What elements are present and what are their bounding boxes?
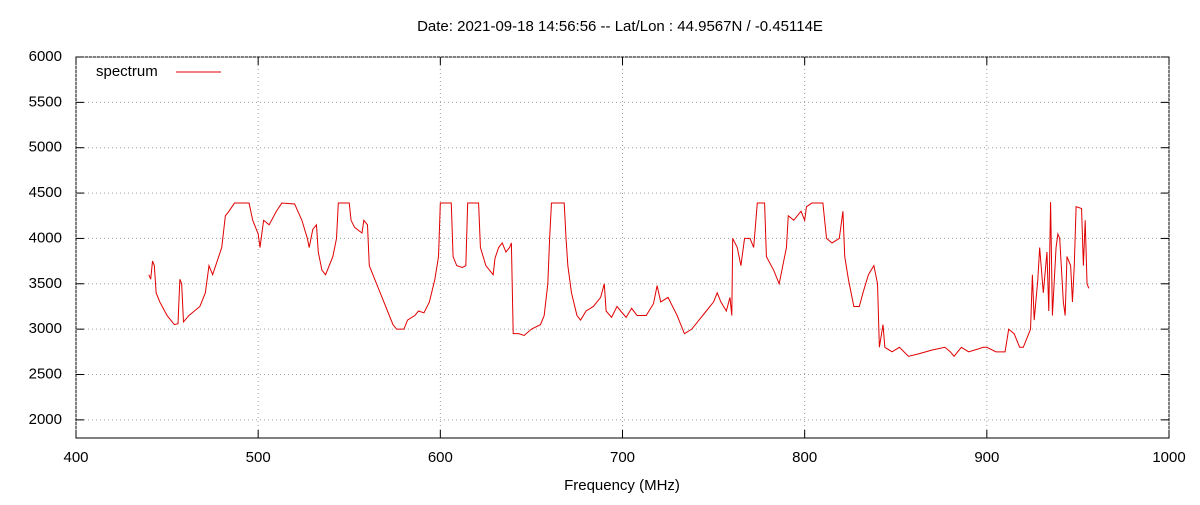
y-tick-label: 6000 <box>29 48 62 65</box>
x-tick-label: 1000 <box>1152 449 1185 466</box>
y-tick-label: 2000 <box>29 411 62 428</box>
y-tick-label: 5500 <box>29 93 62 110</box>
x-tick-label: 700 <box>610 449 635 466</box>
x-tick-label: 600 <box>428 449 453 466</box>
y-tick-label: 4000 <box>29 229 62 246</box>
y-tick-label: 3500 <box>29 275 62 292</box>
y-tick-label: 4500 <box>29 184 62 201</box>
chart-title: Date: 2021-09-18 14:56:56 -- Lat/Lon : 4… <box>417 18 823 35</box>
y-tick-label: 3000 <box>29 320 62 337</box>
x-tick-label: 500 <box>246 449 271 466</box>
y-tick-label: 5000 <box>29 139 62 156</box>
x-tick-label: 400 <box>63 449 88 466</box>
spectrum-line <box>148 202 1090 358</box>
x-axis-label: Frequency (MHz) <box>564 477 680 494</box>
x-tick-label: 900 <box>974 449 999 466</box>
x-tick-label: 800 <box>792 449 817 466</box>
y-tick-label: 2500 <box>29 365 62 382</box>
plot-frame <box>75 56 1170 439</box>
legend-label: spectrum <box>96 63 158 80</box>
